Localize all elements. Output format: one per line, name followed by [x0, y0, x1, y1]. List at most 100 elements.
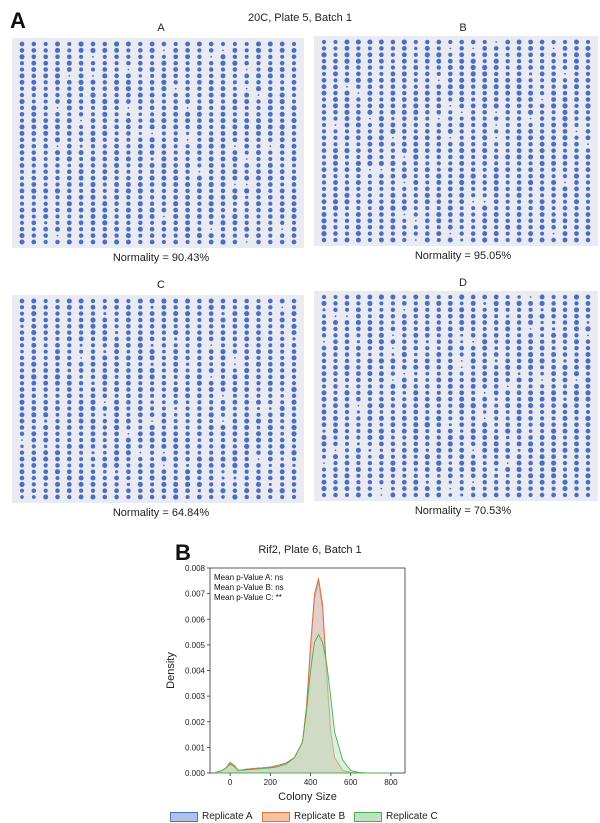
colony-dot [413, 161, 419, 166]
colony-dot [459, 148, 465, 154]
colony-dot [232, 124, 238, 130]
colony-dot [447, 186, 453, 192]
colony-dot [43, 73, 49, 79]
colony-dot [67, 406, 72, 411]
colony-dot [424, 326, 430, 332]
colony-dot [291, 317, 297, 323]
colony-dot [471, 193, 476, 198]
colony-dot [234, 145, 236, 148]
colony-dot [67, 418, 72, 424]
colony-dot [472, 449, 475, 452]
colony-dot [356, 109, 361, 115]
colony-dot [482, 371, 488, 377]
colony-dot [413, 416, 419, 421]
colony-dot [197, 182, 202, 187]
colony-dot [291, 61, 297, 66]
colony-dot [539, 441, 545, 447]
colony-dot [66, 169, 72, 175]
colony-dot [471, 371, 476, 376]
colony-dot [127, 68, 130, 71]
colony-dot [574, 339, 579, 345]
colony-dot [562, 454, 568, 459]
colony-dot [114, 431, 119, 437]
colony-dot [482, 396, 488, 402]
colony-dot [482, 154, 487, 160]
colony-dot [333, 71, 338, 77]
colony-dot [425, 371, 430, 376]
colony-dot [173, 175, 179, 181]
colony-dot [333, 52, 338, 57]
colony-dot [413, 141, 419, 147]
colony-dot [505, 212, 510, 217]
colony-dot [413, 148, 419, 154]
colony-dot [539, 212, 545, 217]
colony-dot [31, 124, 37, 130]
colony-dot [173, 188, 178, 194]
colony-dot [482, 224, 487, 230]
colony-dot [585, 52, 591, 58]
colony-dot [516, 212, 522, 217]
colony-dot [470, 492, 476, 498]
colony-dot [291, 137, 297, 142]
colony-dot [392, 334, 394, 337]
colony-dot [149, 475, 155, 481]
colony-dot [43, 444, 48, 449]
colony-dot [379, 65, 384, 70]
colony-dot [539, 205, 545, 211]
colony-dot [551, 327, 556, 331]
colony-dot [161, 131, 166, 136]
colony-dot [470, 352, 476, 357]
colony-dot [43, 150, 48, 155]
colony-dot [31, 188, 37, 194]
colony-dot [539, 148, 545, 154]
colony-dot [551, 160, 557, 166]
colony-dot [436, 65, 442, 70]
colony-dot [67, 324, 72, 329]
colony-dot [356, 345, 361, 351]
colony-dot [448, 352, 453, 357]
colony-dot [114, 239, 120, 245]
colony-dot [90, 488, 96, 493]
colony-dot [126, 298, 131, 304]
colony-dot [333, 218, 338, 223]
colony-dot [585, 110, 591, 115]
colony-dot [470, 58, 476, 64]
colony-dot [459, 435, 465, 440]
colony-dot [267, 41, 273, 47]
colony-dot [344, 467, 350, 472]
colony-dot [470, 116, 476, 121]
colony-dot [244, 80, 249, 85]
colony-dot [19, 330, 25, 335]
colony-dot [244, 494, 249, 500]
colony-dot [209, 112, 214, 117]
colony-dot [470, 402, 476, 409]
colony-dot [551, 206, 556, 211]
colony-dot [356, 301, 361, 306]
colony-dot [208, 336, 214, 342]
colony-dot [244, 220, 249, 225]
colony-dot [197, 54, 202, 60]
colony-dot [114, 475, 120, 481]
colony-dot [367, 314, 372, 319]
colony-dot [92, 55, 94, 58]
colony-dot [209, 450, 214, 455]
colony-dot [43, 355, 48, 360]
colony-dot [482, 237, 488, 243]
colony-dot [552, 47, 555, 50]
colony-dot [562, 205, 568, 211]
colony-dot [402, 422, 407, 427]
colony-dot [114, 182, 120, 187]
colony-dot [482, 129, 488, 134]
colony-dot [90, 437, 96, 443]
colony-dot [367, 160, 373, 166]
colony-dot [516, 90, 522, 96]
colony-dot [344, 186, 350, 192]
colony-dot [208, 48, 214, 53]
colony-dot [232, 93, 237, 98]
colony-dot [161, 99, 167, 104]
colony-dot [138, 305, 143, 310]
colony-dot [516, 422, 522, 427]
colony-dot [137, 437, 143, 443]
colony-dot [43, 463, 48, 468]
colony-dot [436, 371, 441, 376]
